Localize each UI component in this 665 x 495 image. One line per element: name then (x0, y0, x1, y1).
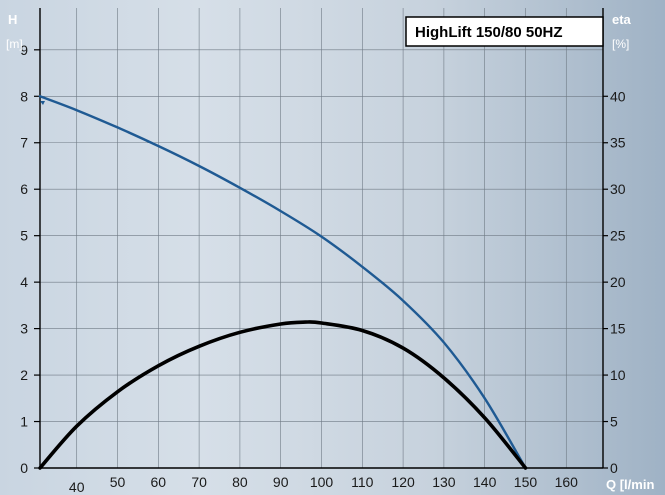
y-right-tick-label: 15 (610, 321, 626, 337)
series-layer (38, 95, 528, 470)
x-tick-label: 140 (473, 474, 497, 490)
y-right-axis-unit: [%] (612, 37, 629, 51)
head-curve (38, 95, 527, 470)
y-right-tick-label: 0 (610, 460, 618, 476)
y-right-tick-label: 25 (610, 228, 626, 244)
axes (34, 8, 608, 469)
y-left-axis-unit: [m] (6, 37, 23, 51)
y-left-tick-label: 2 (20, 367, 28, 383)
y-right-tick-label: 5 (610, 414, 618, 430)
y-left-tick-labels: 0 1 2 3 4 5 6 7 8 9 (20, 42, 28, 476)
y-left-tick-label: 4 (20, 274, 28, 290)
y-left-tick-label: 1 (20, 414, 28, 430)
y-left-tick-label: 7 (20, 135, 28, 151)
y-left-tick-label: 5 (20, 228, 28, 244)
x-tick-label: 90 (273, 474, 289, 490)
y-left-tick-label: 0 (20, 460, 28, 476)
y-right-axis-title: eta (612, 12, 632, 27)
y-right-tick-label: 20 (610, 274, 626, 290)
head-curve-start-marker (40, 101, 45, 105)
x-tick-label: 50 (110, 474, 126, 490)
y-left-tick-label: 3 (20, 321, 28, 337)
y-right-tick-labels: 0 5 10 15 20 25 30 35 40 (610, 88, 626, 476)
y-left-tick-label: 9 (20, 42, 28, 58)
x-axis-title: Q [l/min (606, 477, 654, 492)
x-tick-labels: 40 50 60 70 80 90 100 110 120 130 140 150 160 (69, 474, 578, 495)
x-tick-label: 160 (555, 474, 579, 490)
x-tick-label: 130 (432, 474, 456, 490)
y-left-axis-title: H (8, 12, 17, 27)
efficiency-curve (38, 320, 528, 470)
x-tick-label: 40 (69, 479, 85, 495)
x-tick-label: 120 (391, 474, 415, 490)
y-left-tick-label: 8 (20, 88, 28, 104)
x-tick-label: 80 (232, 474, 248, 490)
x-tick-label: 60 (151, 474, 167, 490)
x-tick-label: 70 (191, 474, 207, 490)
y-right-tick-label: 35 (610, 135, 626, 151)
y-right-tick-label: 30 (610, 181, 626, 197)
x-tick-label: 110 (351, 474, 374, 490)
y-left-tick-label: 6 (20, 181, 28, 197)
chart-title: HighLift 150/80 50HZ (415, 24, 563, 41)
x-tick-label: 150 (514, 474, 538, 490)
y-right-tick-label: 10 (610, 367, 626, 383)
y-right-tick-label: 40 (610, 88, 626, 104)
grid (40, 8, 603, 469)
x-tick-label: 100 (310, 474, 334, 490)
title-box (405, 16, 604, 47)
